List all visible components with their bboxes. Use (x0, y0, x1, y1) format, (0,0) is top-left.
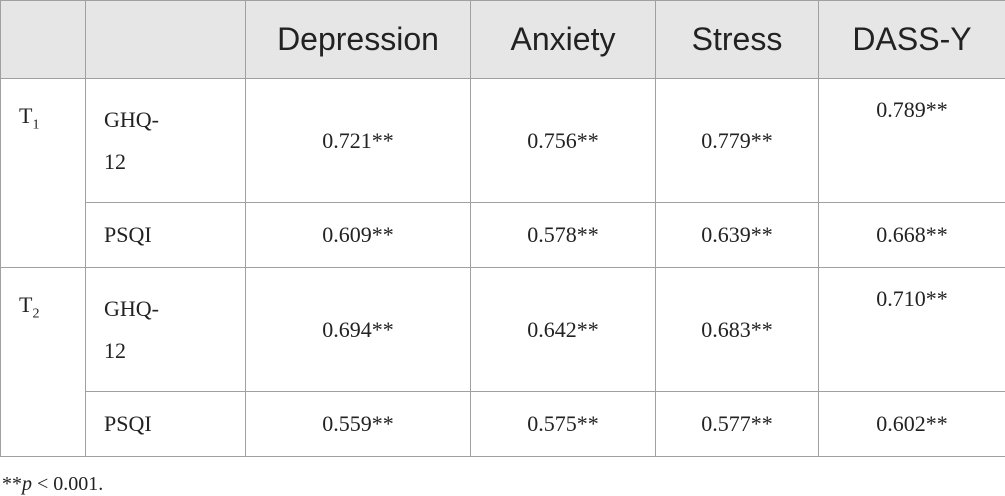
row-label: PSQI (104, 403, 166, 445)
group-subscript: 2 (32, 306, 39, 321)
row-label-cell: PSQI (86, 392, 246, 457)
row-label-cell: GHQ-12 (86, 79, 246, 203)
row-label: GHQ-12 (104, 99, 166, 183)
group-cell: T1 (1, 79, 86, 268)
row-label: GHQ-12 (104, 288, 166, 372)
footnote-prefix: ** (2, 473, 22, 495)
header-cell (1, 1, 86, 79)
value-cell: 0.779** (656, 79, 819, 203)
value-cell: 0.694** (246, 268, 471, 392)
footnote-text: < 0.001. (32, 473, 103, 495)
column-header: DASS-Y (819, 1, 1005, 79)
group-label: T (19, 103, 32, 128)
value-cell: 0.710** (819, 268, 1005, 392)
value-cell: 0.642** (471, 268, 656, 392)
table-row: T1 GHQ-12 0.721**0.756**0.779**0.789** (1, 79, 1005, 203)
footnote-italic: p (22, 473, 32, 495)
table-row: T2 GHQ-12 0.694**0.642**0.683**0.710** (1, 268, 1005, 392)
row-label-cell: PSQI (86, 203, 246, 268)
value-cell: 0.721** (246, 79, 471, 203)
row-label: PSQI (104, 214, 166, 256)
footnote: **p < 0.001. (2, 473, 1005, 496)
value-cell: 0.575** (471, 392, 656, 457)
page: {"table": { "columns": ["Depression", "A… (0, 0, 1005, 474)
value-cell: 0.639** (656, 203, 819, 268)
group-cell: T2 (1, 268, 86, 457)
value-cell: 0.577** (656, 392, 819, 457)
value-cell: 0.683** (656, 268, 819, 392)
value-cell: 0.578** (471, 203, 656, 268)
value-cell: 0.602** (819, 392, 1005, 457)
value-cell: 0.609** (246, 203, 471, 268)
value-cell: 0.559** (246, 392, 471, 457)
header-cell (86, 1, 246, 79)
value-cell: 0.789** (819, 79, 1005, 203)
table-row: PSQI 0.559**0.575**0.577**0.602** (1, 392, 1005, 457)
row-label-cell: GHQ-12 (86, 268, 246, 392)
group-subscript: 1 (32, 117, 39, 132)
column-header: Stress (656, 1, 819, 79)
value-cell: 0.668** (819, 203, 1005, 268)
column-header: Anxiety (471, 1, 656, 79)
column-header: Depression (246, 1, 471, 79)
value-cell: 0.756** (471, 79, 656, 203)
table-row: PSQI 0.609**0.578**0.639**0.668** (1, 203, 1005, 268)
group-label: T (19, 292, 32, 317)
